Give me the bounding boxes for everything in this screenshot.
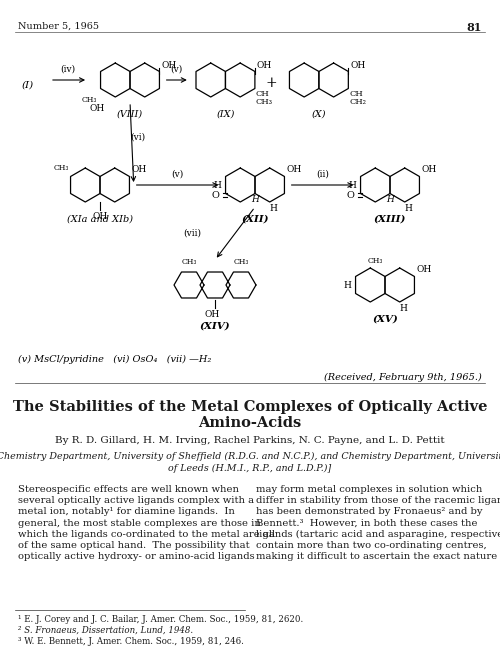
Text: (VIII): (VIII): [117, 110, 143, 119]
Text: (X): (X): [312, 110, 326, 119]
Text: which the ligands co-ordinated to the metal are all: which the ligands co-ordinated to the me…: [18, 530, 275, 539]
Text: (XIII): (XIII): [374, 215, 406, 224]
Text: contain more than two co-ordinating centres,: contain more than two co-ordinating cent…: [256, 541, 487, 550]
Text: OH: OH: [286, 164, 302, 174]
Text: (v) MsCl/pyridine   (vi) OsO₄   (vii) —H₂: (v) MsCl/pyridine (vi) OsO₄ (vii) —H₂: [18, 355, 211, 364]
Text: OH: OH: [204, 310, 220, 319]
Text: CH₃: CH₃: [182, 258, 196, 266]
Text: (XV): (XV): [372, 315, 398, 324]
Text: (iv): (iv): [60, 65, 76, 74]
Text: of Leeds (H.M.I., R.P., and L.D.P.)]: of Leeds (H.M.I., R.P., and L.D.P.)]: [168, 464, 332, 473]
Text: of the same optical hand.  The possibility that: of the same optical hand. The possibilit…: [18, 541, 250, 550]
Text: ² S. Fronaeus, Dissertation, Lund, 1948.: ² S. Fronaeus, Dissertation, Lund, 1948.: [18, 626, 193, 635]
Text: By R. D. Gillard, H. M. Irving, Rachel Parkins, N. C. Payne, and L. D. Pettit: By R. D. Gillard, H. M. Irving, Rachel P…: [55, 436, 445, 445]
Text: OH: OH: [92, 212, 108, 221]
Text: H: H: [400, 304, 407, 313]
Text: CH₃: CH₃: [81, 96, 96, 105]
Text: (IX): (IX): [216, 110, 234, 119]
Text: CH₃: CH₃: [234, 258, 248, 266]
Text: ³ W. E. Bennett, J. Amer. Chem. Soc., 1959, 81, 246.: ³ W. E. Bennett, J. Amer. Chem. Soc., 19…: [18, 637, 244, 646]
Text: Bennett.³  However, in both these cases the: Bennett.³ However, in both these cases t…: [256, 519, 478, 527]
Text: OH: OH: [257, 60, 272, 69]
Text: (I): (I): [22, 81, 34, 90]
Text: ligands (tartaric acid and asparagine, respectively): ligands (tartaric acid and asparagine, r…: [256, 530, 500, 539]
Text: making it difficult to ascertain the exact nature of: making it difficult to ascertain the exa…: [256, 552, 500, 561]
Text: CH₃: CH₃: [368, 257, 382, 265]
Text: H: H: [405, 204, 412, 213]
Text: may form metal complexes in solution which: may form metal complexes in solution whi…: [256, 485, 482, 494]
Text: OH: OH: [422, 164, 436, 174]
Text: general, the most stable complexes are those in: general, the most stable complexes are t…: [18, 519, 261, 527]
Text: [Chemistry Department, University of Sheffield (R.D.G. and N.C.P.), and Chemistr: [Chemistry Department, University of She…: [0, 452, 500, 461]
Text: H: H: [344, 282, 351, 291]
Text: has been demonstrated by Fronaeus² and by: has been demonstrated by Fronaeus² and b…: [256, 508, 482, 516]
Text: Stereospecific effects are well known when: Stereospecific effects are well known wh…: [18, 485, 239, 494]
Text: 81: 81: [466, 22, 482, 33]
Text: H: H: [270, 204, 278, 213]
Text: optically active hydroxy- or amino-acid ligands: optically active hydroxy- or amino-acid …: [18, 552, 255, 561]
Text: Amino-Acids: Amino-Acids: [198, 416, 302, 430]
Text: CH₃: CH₃: [256, 98, 273, 107]
Text: OH: OH: [416, 265, 432, 274]
Text: CH: CH: [256, 90, 270, 98]
Text: H: H: [386, 195, 394, 204]
Text: several optically active ligands complex with a: several optically active ligands complex…: [18, 496, 254, 505]
Text: CH₂: CH₂: [350, 98, 366, 107]
Text: H: H: [348, 181, 356, 191]
Text: OH: OH: [132, 164, 146, 174]
Text: (v): (v): [172, 170, 183, 179]
Text: CH₃: CH₃: [53, 164, 68, 172]
Text: OH: OH: [350, 60, 366, 69]
Text: O: O: [346, 191, 354, 200]
Text: OH: OH: [90, 103, 105, 113]
Text: H: H: [251, 195, 259, 204]
Text: The Stabilities of the Metal Complexes of Optically Active: The Stabilities of the Metal Complexes o…: [13, 400, 487, 414]
Text: differ in stability from those of the racemic ligands: differ in stability from those of the ra…: [256, 496, 500, 505]
Text: CH: CH: [350, 90, 363, 98]
Text: (vi): (vi): [130, 132, 146, 141]
Text: (vii): (vii): [183, 229, 201, 238]
Text: H: H: [214, 181, 222, 191]
Text: ¹ E. J. Corey and J. C. Bailar, J. Amer. Chem. Soc., 1959, 81, 2620.: ¹ E. J. Corey and J. C. Bailar, J. Amer.…: [18, 615, 303, 624]
Text: (v): (v): [170, 65, 183, 74]
Text: +: +: [266, 76, 277, 90]
Text: OH: OH: [162, 60, 176, 69]
Text: O: O: [212, 191, 220, 200]
Text: (XIV): (XIV): [200, 322, 230, 331]
Text: (Received, February 9th, 1965.): (Received, February 9th, 1965.): [324, 373, 482, 382]
Text: (XII): (XII): [241, 215, 269, 224]
Text: Number 5, 1965: Number 5, 1965: [18, 22, 99, 31]
Text: (XIa and XIb): (XIa and XIb): [67, 215, 133, 224]
Text: (ii): (ii): [316, 170, 329, 179]
Text: metal ion, notably¹ for diamine ligands.  In: metal ion, notably¹ for diamine ligands.…: [18, 508, 235, 516]
